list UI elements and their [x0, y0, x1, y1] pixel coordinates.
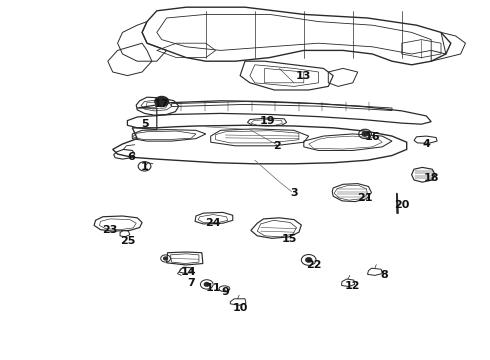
Text: 14: 14 [181, 267, 196, 277]
Text: 2: 2 [273, 141, 281, 151]
Text: 3: 3 [290, 188, 298, 198]
Text: 8: 8 [381, 270, 389, 280]
Text: 9: 9 [221, 287, 229, 297]
Text: 4: 4 [422, 139, 430, 149]
Text: 16: 16 [365, 132, 380, 142]
Circle shape [362, 132, 368, 136]
Text: 19: 19 [259, 116, 275, 126]
Circle shape [204, 283, 209, 286]
Text: 12: 12 [345, 281, 361, 291]
Circle shape [164, 257, 168, 260]
Text: 21: 21 [357, 193, 373, 203]
Circle shape [155, 96, 169, 107]
Text: 11: 11 [205, 283, 221, 293]
Text: 23: 23 [102, 225, 118, 235]
Text: 7: 7 [187, 278, 195, 288]
Text: 18: 18 [423, 173, 439, 183]
Text: 13: 13 [296, 71, 312, 81]
Text: 24: 24 [205, 218, 221, 228]
Text: 22: 22 [306, 260, 321, 270]
Text: 10: 10 [232, 303, 248, 313]
Text: 17: 17 [154, 99, 170, 109]
Text: 15: 15 [281, 234, 297, 244]
Text: 1: 1 [141, 162, 148, 172]
Circle shape [306, 258, 312, 262]
Text: 6: 6 [127, 152, 135, 162]
Text: 20: 20 [394, 200, 410, 210]
Text: 5: 5 [141, 119, 148, 129]
Text: 25: 25 [120, 236, 135, 246]
